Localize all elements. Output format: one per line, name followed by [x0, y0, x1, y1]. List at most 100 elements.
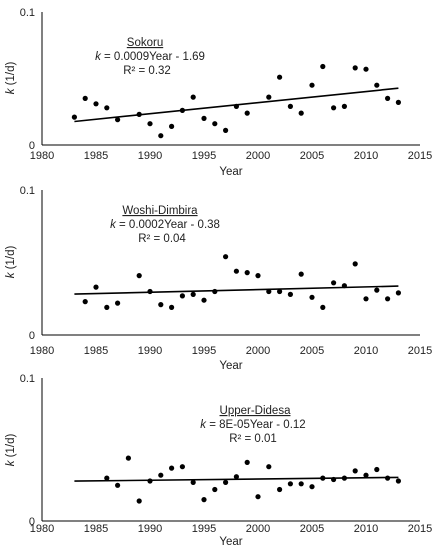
data-point	[374, 466, 380, 473]
x-tick-label: 2000	[246, 523, 270, 535]
data-point	[158, 302, 164, 308]
data-point	[309, 82, 315, 88]
data-point	[147, 478, 153, 484]
panel-upper-didesa: 0.1 0 1980 1985 1990 1995 2000 2005 2010…	[5, 373, 432, 548]
data-point	[104, 105, 110, 111]
data-point	[363, 66, 369, 72]
data-point	[244, 459, 250, 465]
y-tick-label: 0.1	[20, 185, 35, 197]
data-point	[331, 476, 337, 483]
y-axis-title-unit: (1/d)	[5, 434, 17, 461]
panel-woshi-dimbira-marks	[74, 254, 401, 310]
x-tick-label: 2000	[246, 345, 270, 357]
data-point	[266, 464, 272, 470]
data-point	[169, 465, 175, 471]
data-point	[320, 475, 326, 481]
data-point	[190, 94, 196, 100]
data-point	[287, 291, 293, 297]
data-point	[341, 475, 347, 481]
data-point	[212, 121, 218, 127]
data-point	[277, 486, 283, 493]
data-point	[352, 468, 358, 474]
equation-variable: k	[200, 419, 207, 431]
data-point	[212, 288, 218, 295]
data-point	[201, 297, 207, 303]
y-axis-title: k (1/d)	[5, 246, 17, 279]
data-point	[190, 479, 196, 485]
x-tick-label: 1990	[138, 150, 162, 162]
data-point	[363, 472, 369, 478]
data-point	[158, 472, 164, 478]
trendline-equation: k = 0.0002Year - 0.38	[110, 219, 220, 231]
data-point	[331, 105, 337, 111]
data-point	[266, 94, 272, 100]
data-point	[244, 110, 250, 116]
trendline-equation: k = 0.0009Year - 1.69	[95, 51, 205, 63]
chart-title: Sokoru	[127, 37, 163, 49]
x-axis-title: Year	[219, 166, 242, 178]
data-point	[169, 123, 175, 129]
data-point	[179, 464, 185, 470]
data-point	[255, 494, 261, 500]
equation-body: = 8E-05Year - 0.12	[206, 419, 306, 431]
x-tick-label: 1995	[192, 523, 216, 535]
data-point	[147, 288, 153, 295]
data-point	[82, 299, 88, 305]
data-point	[93, 101, 99, 107]
x-tick-label: 1985	[84, 150, 108, 162]
x-tick-label: 2005	[300, 523, 324, 535]
data-point	[374, 82, 380, 88]
data-point	[179, 293, 185, 299]
data-point	[136, 111, 142, 117]
y-tick-label: 0	[29, 140, 35, 152]
data-point	[277, 288, 283, 295]
data-point	[104, 304, 110, 310]
y-axis-title-unit: (1/d)	[5, 246, 17, 273]
data-point	[363, 296, 369, 302]
x-tick-label: 2015	[408, 523, 432, 535]
x-tick-label: 2005	[300, 345, 324, 357]
x-tick-label: 1990	[138, 523, 162, 535]
panel-woshi-dimbira: 0.1 0 1980 1985 1990 1995 2000 2005 2010…	[5, 185, 432, 372]
data-point	[320, 304, 326, 310]
data-point	[115, 482, 121, 488]
x-tick-label: 1985	[84, 345, 108, 357]
data-point	[298, 271, 304, 277]
data-point	[298, 110, 304, 116]
x-tick-label: 2010	[354, 523, 378, 535]
data-point	[385, 475, 391, 481]
panel-sokoru: 0.1 0 1980 1985 1990 1995 2000 2005 2010…	[5, 7, 432, 178]
data-point	[385, 95, 391, 101]
equation-variable: k	[110, 219, 117, 231]
y-axis-title: k (1/d)	[5, 62, 17, 95]
data-point	[352, 65, 358, 71]
data-point	[341, 103, 347, 109]
data-point	[136, 273, 142, 279]
data-point	[93, 284, 99, 290]
data-point	[158, 133, 164, 139]
y-axis-title-unit: (1/d)	[5, 62, 17, 89]
data-point	[287, 103, 293, 109]
x-tick-label: 2015	[408, 345, 432, 357]
data-point	[287, 481, 293, 487]
data-point	[223, 479, 229, 485]
data-point	[266, 288, 272, 295]
data-point	[233, 474, 239, 480]
data-point	[244, 270, 250, 276]
data-point	[169, 304, 175, 310]
x-tick-label: 2000	[246, 150, 270, 162]
data-point	[298, 481, 304, 487]
data-point	[190, 291, 196, 297]
data-point	[125, 455, 131, 461]
data-point	[255, 273, 261, 279]
data-point	[179, 107, 185, 113]
r-squared-label: R² = 0.04	[138, 233, 186, 245]
data-point	[395, 290, 401, 296]
x-tick-label: 1980	[30, 345, 54, 357]
y-axis-title-var: k	[5, 87, 17, 94]
y-tick-label: 0.1	[20, 7, 35, 19]
x-tick-label: 1995	[192, 150, 216, 162]
data-point	[201, 497, 207, 503]
x-tick-label: 1985	[84, 523, 108, 535]
